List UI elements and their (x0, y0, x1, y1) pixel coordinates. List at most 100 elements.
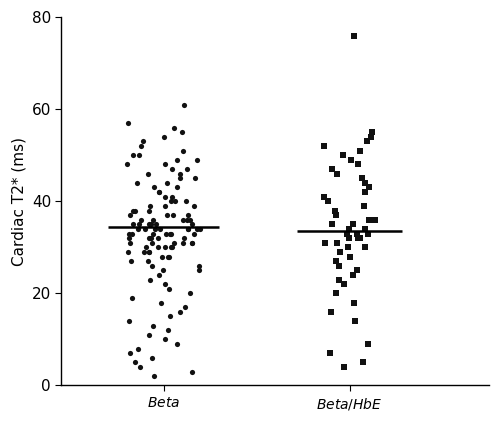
Point (126, 230, 134, 237)
Point (166, 286, 173, 292)
Point (156, 189, 164, 195)
Point (183, 166, 191, 173)
Y-axis label: Cardiac T2* (ms): Cardiac T2* (ms) (11, 137, 26, 266)
Point (194, 157, 202, 163)
Point (167, 198, 175, 205)
Point (164, 253, 172, 260)
Point (147, 235, 155, 242)
Point (340, 364, 348, 371)
Point (126, 212, 134, 219)
Point (150, 373, 158, 380)
Point (148, 322, 156, 329)
Point (148, 262, 156, 269)
Point (354, 235, 362, 242)
Point (129, 152, 137, 159)
Point (167, 230, 175, 237)
Point (174, 157, 182, 163)
Point (331, 207, 339, 214)
Point (332, 258, 340, 264)
Point (145, 332, 153, 338)
Point (180, 304, 188, 310)
Point (351, 318, 359, 324)
Point (326, 308, 334, 315)
Point (184, 212, 192, 219)
Point (160, 336, 168, 343)
Point (176, 175, 184, 181)
Point (128, 258, 136, 264)
Point (358, 359, 366, 366)
Point (362, 179, 370, 186)
Point (144, 221, 152, 228)
Point (179, 147, 187, 154)
Point (346, 157, 354, 163)
Point (135, 221, 143, 228)
Point (188, 221, 196, 228)
Point (336, 276, 344, 283)
Point (162, 230, 170, 237)
Point (172, 184, 180, 191)
Point (146, 276, 154, 283)
Point (322, 239, 330, 246)
Point (136, 364, 144, 371)
Point (163, 212, 171, 219)
Point (130, 359, 138, 366)
Point (188, 239, 196, 246)
Point (188, 368, 196, 375)
Point (190, 203, 198, 209)
Point (361, 189, 369, 195)
Point (149, 230, 157, 237)
Point (126, 350, 134, 357)
Point (182, 198, 190, 205)
Point (134, 225, 141, 232)
Point (160, 267, 168, 274)
Point (124, 249, 132, 255)
Point (366, 216, 374, 223)
Point (328, 166, 336, 173)
Point (155, 189, 163, 195)
Point (356, 147, 364, 154)
Point (148, 239, 156, 246)
Point (145, 207, 153, 214)
Point (364, 230, 372, 237)
Point (368, 133, 376, 140)
Point (353, 230, 361, 237)
Point (172, 341, 180, 347)
Point (160, 193, 168, 200)
Point (336, 249, 344, 255)
Point (123, 161, 131, 168)
Point (158, 253, 166, 260)
Point (124, 120, 132, 126)
Point (354, 161, 362, 168)
Point (184, 225, 192, 232)
Point (169, 212, 177, 219)
Point (162, 203, 170, 209)
Point (154, 244, 162, 251)
Point (148, 216, 156, 223)
Point (370, 216, 378, 223)
Point (144, 170, 152, 177)
Point (168, 193, 176, 200)
Point (135, 152, 143, 159)
Point (186, 290, 194, 297)
Point (160, 161, 168, 168)
Point (146, 221, 154, 228)
Point (180, 235, 188, 242)
Point (134, 345, 142, 352)
Point (332, 212, 340, 219)
Point (157, 299, 165, 306)
Point (145, 249, 153, 255)
Point (152, 221, 160, 228)
Point (164, 253, 172, 260)
Point (168, 244, 175, 251)
Point (142, 244, 150, 251)
Point (360, 225, 368, 232)
Point (328, 221, 336, 228)
Point (324, 198, 332, 205)
Point (151, 225, 159, 232)
Point (335, 262, 343, 269)
Point (196, 225, 204, 232)
Point (320, 193, 328, 200)
Point (126, 239, 134, 246)
Point (338, 152, 346, 159)
Point (346, 253, 354, 260)
